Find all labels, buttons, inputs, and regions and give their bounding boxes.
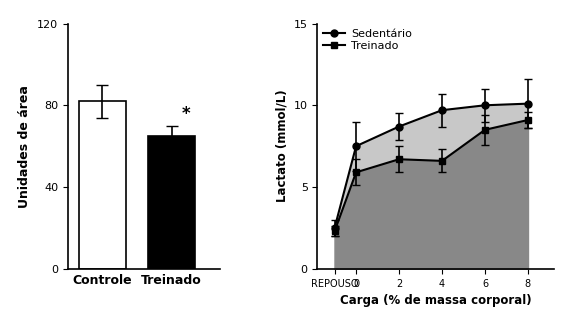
Y-axis label: Unidades de área: Unidades de área	[19, 85, 32, 208]
Y-axis label: Lactato (mmol/L): Lactato (mmol/L)	[275, 90, 288, 203]
Bar	[79, 101, 126, 269]
Legend: Sedentário, Treinado: Sedentário, Treinado	[323, 29, 412, 51]
Bar	[148, 136, 195, 269]
Text: *: *	[181, 104, 190, 123]
X-axis label: Carga (% de massa corporal): Carga (% de massa corporal)	[340, 294, 531, 307]
